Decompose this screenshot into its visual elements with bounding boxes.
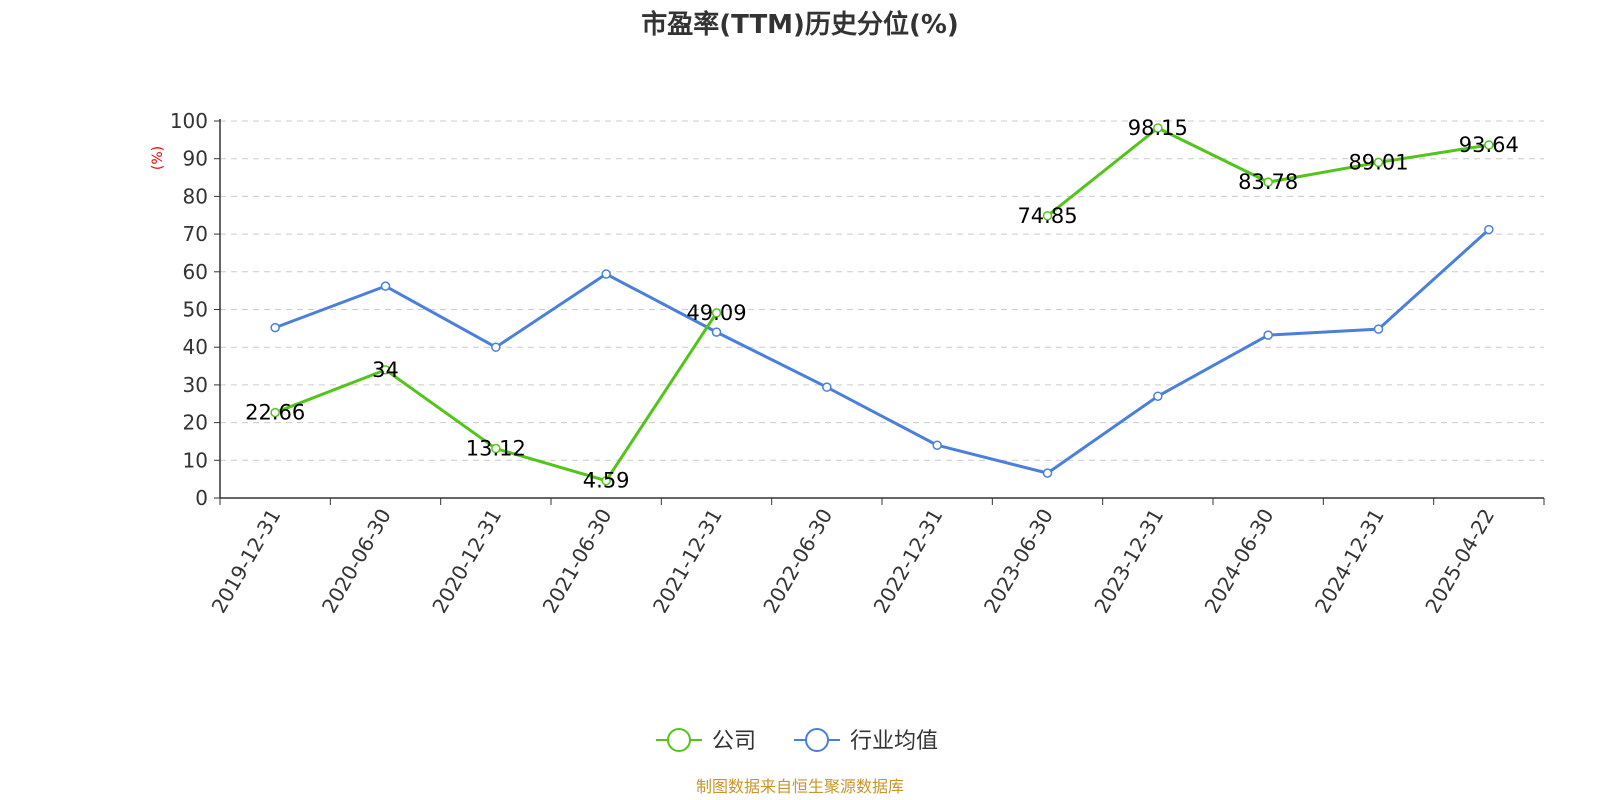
y-axis-label: (%) [150,146,166,170]
x-tick-label: 2020-06-30 [317,505,396,618]
y-tick-label: 80 [183,184,208,208]
data-point[interactable] [932,440,942,450]
x-tick-label: 2023-06-30 [979,505,1058,618]
data-label: 4.59 [583,469,630,493]
data-point[interactable] [601,475,611,486]
data-point[interactable] [270,407,280,418]
data-point[interactable] [601,269,611,279]
series-line [274,228,1490,475]
x-tick-label: 2022-06-30 [758,505,837,618]
series-lines [270,123,1494,486]
data-point[interactable] [1042,468,1053,478]
x-tick-label: 2022-12-31 [869,505,948,618]
x-tick-label: 2025-04-22 [1420,505,1499,618]
data-label: 74.85 [1017,204,1077,228]
data-point[interactable] [1153,123,1163,133]
data-point[interactable] [491,342,501,352]
data-label: 13.12 [466,437,526,461]
legend-item-company[interactable]: 公司 [656,728,756,754]
y-tick-label: 30 [183,373,208,397]
legend-label: 行业均值 [850,729,938,754]
data-point[interactable] [1153,391,1163,401]
data-point[interactable] [1373,157,1384,168]
series-company [270,123,1494,486]
data-label: 34 [372,358,399,382]
x-tick-label: 2021-06-30 [538,505,617,618]
data-point[interactable] [270,322,280,333]
x-tick-label: 2024-12-31 [1310,505,1389,618]
x-tick-label: 2024-06-30 [1200,505,1279,618]
y-tick-label: 60 [183,260,208,284]
series-line [274,126,1490,483]
data-point[interactable] [711,327,722,337]
data-point[interactable] [491,443,501,454]
x-tick-label: 2023-12-31 [1089,505,1168,618]
y-tick-label: 100 [170,109,208,133]
y-tick-label: 50 [183,298,208,322]
y-tick-label: 40 [183,335,208,359]
data-label: 49.09 [686,301,746,325]
legend-marker-icon [805,728,829,752]
data-label: 89.01 [1348,150,1408,174]
data-label: 93.64 [1459,133,1519,157]
data-point[interactable] [822,382,832,392]
legend-item-industry-average[interactable]: 行业均值 [794,728,938,754]
data-point[interactable] [1373,324,1384,334]
legend[interactable]: 公司 行业均值 [656,728,938,754]
data-point[interactable] [711,308,722,318]
data-point[interactable] [1263,330,1273,340]
data-point[interactable] [1042,211,1053,221]
source-note: 制图数据来自恒生聚源数据库 [696,777,904,796]
series-industry-average [270,224,1494,478]
data-label: 98.15 [1128,116,1188,140]
y-tick-label: 90 [183,147,208,171]
y-tick-label: 0 [195,486,208,510]
legend-marker-icon [667,728,691,752]
legend-label: 公司 [712,729,756,754]
data-label: 22.66 [245,401,305,425]
data-point[interactable] [1263,177,1273,187]
x-tick-label: 2021-12-31 [648,505,727,618]
data-label: 83.78 [1238,170,1298,194]
data-point[interactable] [1484,140,1494,150]
y-tick-label: 70 [183,222,208,246]
chart-title: 市盈率(TTM)历史分位(%) [641,9,959,40]
y-tick-label: 20 [183,411,208,435]
data-point[interactable] [380,281,391,291]
data-point[interactable] [1484,224,1494,235]
x-tick-label: 2019-12-31 [207,505,286,618]
x-tick-label: 2020-12-31 [427,505,506,618]
data-point[interactable] [380,365,391,375]
grid-lines [220,120,1544,461]
y-tick-label: 10 [183,448,208,472]
data-labels: 22.66 34 13.12 4.59 49.09 74.85 98.15 83.78 89.0… [245,116,1519,493]
